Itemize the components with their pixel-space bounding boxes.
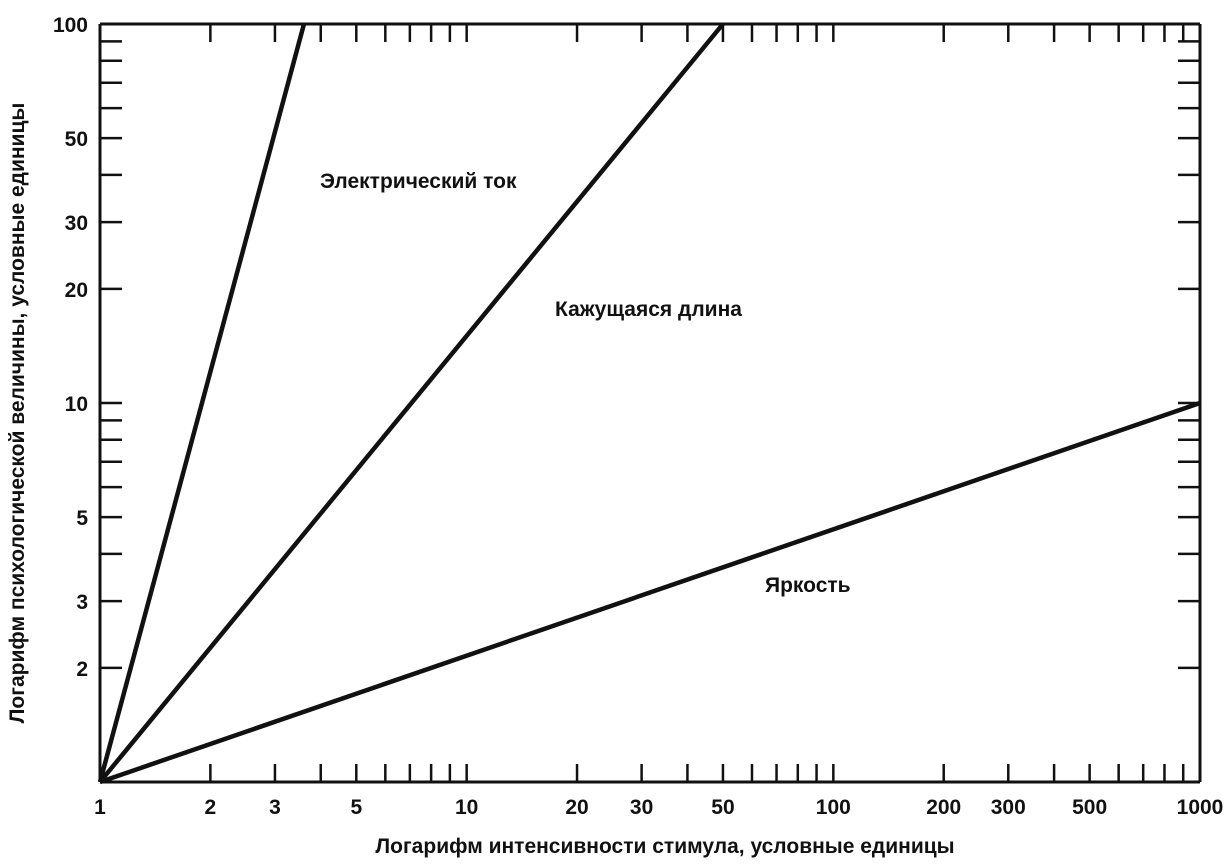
x-tick-label: 200 [926, 796, 961, 819]
y-tick-label: 20 [65, 279, 88, 302]
series-line-3 [99, 400, 1201, 785]
series-label-3: Яркость [765, 574, 851, 597]
x-tick-label: 3 [269, 796, 281, 819]
x-tick-label: 100 [816, 796, 851, 819]
y-tick-label: 100 [53, 14, 88, 37]
series-line-2 [98, 22, 725, 784]
y-tick-label: 3 [76, 591, 88, 614]
y-axis-title: Логарифм психологической величины, услов… [6, 103, 29, 724]
y-tick-label: 50 [65, 128, 88, 151]
axes [98, 22, 1202, 784]
y-tick-label: 2 [76, 658, 88, 681]
x-tick-label: 1000 [1177, 796, 1224, 819]
ticks: 1 2 3 5 10 20 30 50 100 200 300 500 1000 2 3 5 10 20 30 50 1… [53, 14, 1223, 819]
x-tick-label: 30 [630, 796, 653, 819]
series-lines [97, 22, 1201, 785]
series-line-1 [97, 23, 307, 783]
x-tick-label: 10 [455, 796, 478, 819]
x-tick-label: 50 [711, 796, 734, 819]
x-tick-label: 500 [1072, 796, 1107, 819]
series-labels: Электрический ток Кажущаяся длина Яркость [320, 170, 851, 597]
series-label-2: Кажущаяся длина [555, 298, 742, 321]
x-tick-label: 20 [565, 796, 588, 819]
x-tick-label: 1 [94, 796, 106, 819]
y-tick-label: 30 [65, 212, 88, 235]
series-label-1: Электрический ток [320, 170, 517, 193]
y-tick-label: 5 [76, 507, 88, 530]
x-axis-title: Логарифм интенсивности стимула, условные… [375, 835, 954, 858]
x-tick-label: 2 [205, 796, 217, 819]
x-tick-label: 300 [991, 796, 1026, 819]
x-tick-label: 5 [350, 796, 362, 819]
y-tick-label: 10 [65, 393, 88, 416]
